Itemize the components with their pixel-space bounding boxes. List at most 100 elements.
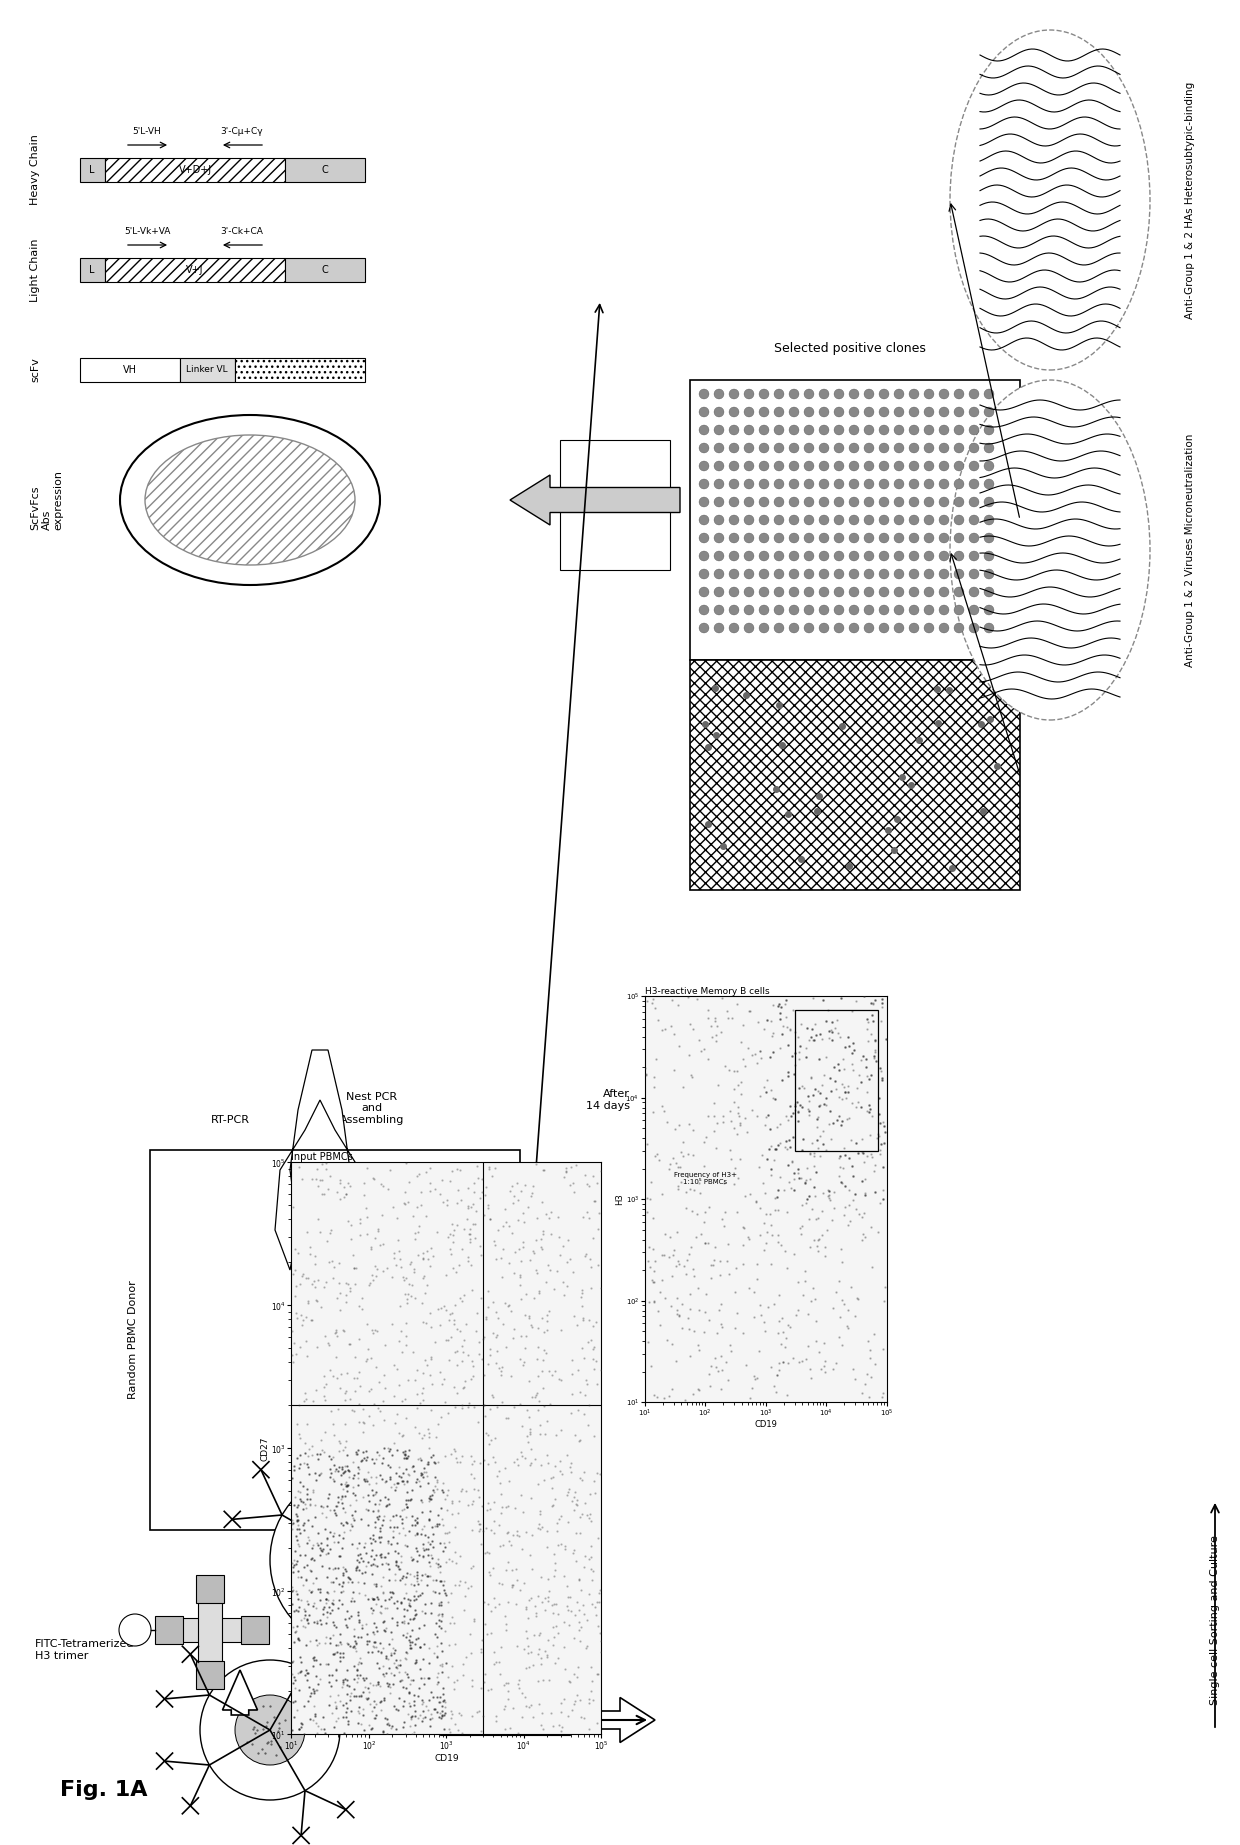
Circle shape — [894, 552, 904, 561]
Point — [432, 1476, 451, 1506]
Point — [377, 1710, 397, 1740]
Point — [567, 1149, 587, 1179]
Point — [296, 1493, 316, 1522]
Point — [642, 1234, 662, 1264]
Point — [806, 1157, 826, 1186]
Point — [784, 1098, 804, 1127]
Point — [758, 1292, 777, 1321]
Point — [363, 1544, 383, 1574]
Point — [800, 1096, 820, 1125]
Point — [430, 1613, 450, 1642]
Circle shape — [729, 424, 739, 435]
Polygon shape — [275, 1050, 365, 1269]
Point — [392, 1463, 412, 1493]
Point — [444, 1609, 464, 1638]
Point — [321, 1568, 341, 1598]
Point — [532, 1232, 552, 1262]
Point — [543, 1613, 563, 1642]
Point — [295, 1601, 315, 1631]
Point — [464, 1474, 484, 1504]
Point — [464, 1177, 484, 1207]
Point — [361, 1530, 381, 1559]
Point — [401, 1692, 420, 1721]
Circle shape — [954, 568, 963, 579]
Point — [725, 1277, 745, 1306]
Point — [413, 1306, 433, 1336]
Point — [414, 1458, 434, 1487]
Point — [404, 1686, 424, 1716]
Point — [405, 1533, 425, 1563]
Point — [564, 1600, 584, 1629]
Point — [427, 1670, 446, 1699]
Point — [842, 1089, 862, 1118]
Point — [474, 1445, 494, 1474]
Point — [289, 1531, 309, 1561]
Point — [330, 1249, 350, 1279]
Point — [316, 1607, 336, 1637]
Point — [467, 1697, 487, 1727]
Point — [347, 1552, 367, 1581]
Point — [864, 1041, 884, 1070]
Point — [360, 1625, 379, 1655]
Point — [580, 1253, 600, 1282]
Point — [543, 1712, 563, 1742]
Point — [676, 1194, 696, 1223]
Point — [341, 1210, 361, 1240]
Point — [432, 1293, 451, 1323]
Point — [470, 1183, 490, 1212]
Point — [314, 1714, 334, 1744]
Point — [387, 1354, 407, 1384]
Point — [337, 1596, 357, 1625]
Y-axis label: CD27: CD27 — [260, 1435, 269, 1461]
Point — [300, 1557, 320, 1587]
Point — [537, 1301, 557, 1330]
Point — [652, 1240, 672, 1269]
Point — [319, 1330, 339, 1360]
Circle shape — [804, 552, 813, 561]
Point — [678, 983, 698, 1013]
Point — [417, 1351, 436, 1380]
Point — [424, 1446, 444, 1476]
Point — [859, 1065, 879, 1094]
Bar — [689, 661, 1021, 889]
Point — [327, 1703, 347, 1732]
Point — [551, 1240, 570, 1269]
Point — [521, 1415, 541, 1445]
Point — [365, 1703, 384, 1732]
Point — [481, 1618, 501, 1648]
Point — [558, 1594, 578, 1624]
Point — [653, 1240, 673, 1269]
Point — [382, 1310, 402, 1339]
Point — [547, 1509, 567, 1539]
Point — [394, 1384, 414, 1413]
Point — [374, 1607, 394, 1637]
Point — [394, 1570, 414, 1600]
Point — [397, 1579, 417, 1609]
Point — [533, 1714, 553, 1744]
Point — [846, 987, 866, 1017]
Point — [636, 1061, 656, 1090]
Point — [409, 1159, 429, 1188]
Point — [360, 1677, 379, 1707]
Point — [544, 1561, 564, 1590]
Point — [439, 1544, 459, 1574]
Point — [761, 1007, 781, 1037]
Point — [396, 1188, 415, 1218]
Point — [327, 1487, 347, 1517]
Point — [842, 1050, 862, 1079]
Point — [532, 1513, 552, 1542]
Point — [486, 1297, 506, 1327]
Point — [399, 1435, 419, 1465]
Point — [432, 1587, 451, 1616]
Circle shape — [789, 515, 799, 526]
Point — [420, 1312, 440, 1341]
Point — [496, 1614, 516, 1644]
Point — [704, 1004, 724, 1033]
Point — [337, 1476, 357, 1506]
Point — [413, 1378, 433, 1408]
Point — [394, 1266, 414, 1295]
Point — [565, 1421, 585, 1450]
Point — [748, 1007, 768, 1037]
Point — [370, 1522, 389, 1552]
Point — [733, 1231, 753, 1260]
